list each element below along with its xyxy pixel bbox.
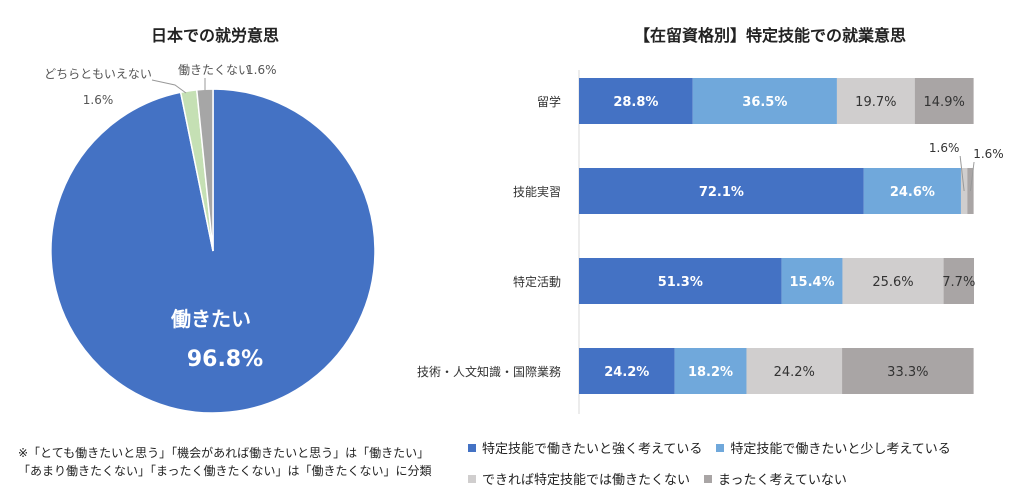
pie-chart-title: 日本での就労意思 bbox=[150, 26, 279, 45]
data-label-little: 15.4% bbox=[789, 275, 834, 290]
footnote-line-2: 「あまり働きたくない」「まったく働きたくない」は「働きたくない」に分類 bbox=[18, 464, 432, 478]
legend-swatch bbox=[468, 474, 476, 483]
data-label-little: 24.6% bbox=[890, 185, 935, 200]
bar-segment-strong bbox=[579, 168, 864, 214]
bar-legend: 特定技能で働きたいと強く考えている 特定技能で働きたいと少し考えているできれば特定… bbox=[468, 438, 1008, 488]
bar-segment-not-at-all bbox=[967, 168, 974, 214]
legend-item-strong: 特定技能で働きたいと強く考えている bbox=[468, 438, 702, 457]
data-label-strong: 51.3% bbox=[658, 275, 703, 290]
bar-segment-not-at-all bbox=[842, 348, 974, 394]
bar-segment-rather-not bbox=[836, 78, 915, 124]
legend-label: 特定技能で働きたいと少し考えている bbox=[730, 442, 951, 457]
bar-segment-not-at-all bbox=[914, 78, 974, 124]
legend-item-rather-not: できれば特定技能では働きたくない bbox=[468, 469, 690, 488]
bar-chart-title: 【在留資格別】特定技能での就業意思 bbox=[633, 26, 906, 45]
footnote-line-1: ※「とても働きたいと思う」「機会があれば働きたいと思う」は「働きたい」 bbox=[18, 446, 430, 460]
data-label-leader bbox=[969, 161, 975, 192]
data-label-not-at-all: 33.3% bbox=[887, 365, 928, 380]
category-label: 技術・人文知識・国際業務 bbox=[417, 364, 561, 379]
legend-swatch bbox=[716, 443, 725, 452]
pie-not-want-label: 働きたくない bbox=[178, 63, 250, 77]
data-label-not-at-all: 1.6% bbox=[973, 147, 1004, 161]
bar-segment-little bbox=[863, 168, 961, 214]
bar-segment-not-at-all bbox=[943, 258, 974, 304]
data-label-rather-not: 1.6% bbox=[929, 141, 960, 155]
pie-leader-neutral bbox=[151, 79, 187, 94]
data-label-leader bbox=[959, 155, 965, 192]
data-label-strong: 28.8% bbox=[613, 95, 658, 110]
category-label: 留学 bbox=[537, 94, 561, 109]
legend-label: まったく考えていない bbox=[718, 473, 847, 488]
legend-item-little: 特定技能で働きたいと少し考えている bbox=[716, 438, 951, 457]
bar-segment-strong bbox=[579, 348, 675, 394]
bar-segment-rather-not bbox=[842, 258, 944, 304]
legend-swatch bbox=[704, 474, 713, 483]
category-label: 特定活動 bbox=[513, 274, 561, 289]
data-label-little: 18.2% bbox=[688, 365, 733, 380]
data-label-little: 36.5% bbox=[742, 95, 787, 110]
legend-label: 特定技能で働きたいと強く考えている bbox=[482, 442, 703, 457]
data-label-rather-not: 24.2% bbox=[774, 365, 815, 380]
bar-segment-little bbox=[674, 348, 747, 394]
pie-main-label: 働きたい bbox=[170, 307, 251, 331]
pie-main-value: 96.8% bbox=[187, 347, 263, 372]
bar-segment-little bbox=[781, 258, 843, 304]
legend-item-not-at-all: まったく考えていない bbox=[704, 469, 847, 488]
category-label: 技能実習 bbox=[513, 184, 561, 199]
pie-not-want-value: 1.6% bbox=[246, 63, 277, 77]
data-label-not-at-all: 7.7% bbox=[942, 275, 975, 290]
bar-segment-strong bbox=[579, 258, 782, 304]
data-label-not-at-all: 14.9% bbox=[924, 95, 965, 110]
data-label-strong: 24.2% bbox=[604, 365, 649, 380]
bar-segment-rather-not bbox=[746, 348, 843, 394]
data-label-strong: 72.1% bbox=[699, 185, 744, 200]
data-label-rather-not: 19.7% bbox=[855, 95, 896, 110]
data-label-rather-not: 25.6% bbox=[872, 275, 913, 290]
legend-label: できれば特定技能では働きたくない bbox=[482, 473, 691, 488]
bar-segment-little bbox=[692, 78, 837, 124]
pie-neutral-value: 1.6% bbox=[83, 93, 114, 107]
legend-swatch bbox=[468, 443, 476, 452]
pie-neutral-label: どちらともいえない bbox=[44, 67, 152, 81]
bar-segment-strong bbox=[579, 78, 693, 124]
